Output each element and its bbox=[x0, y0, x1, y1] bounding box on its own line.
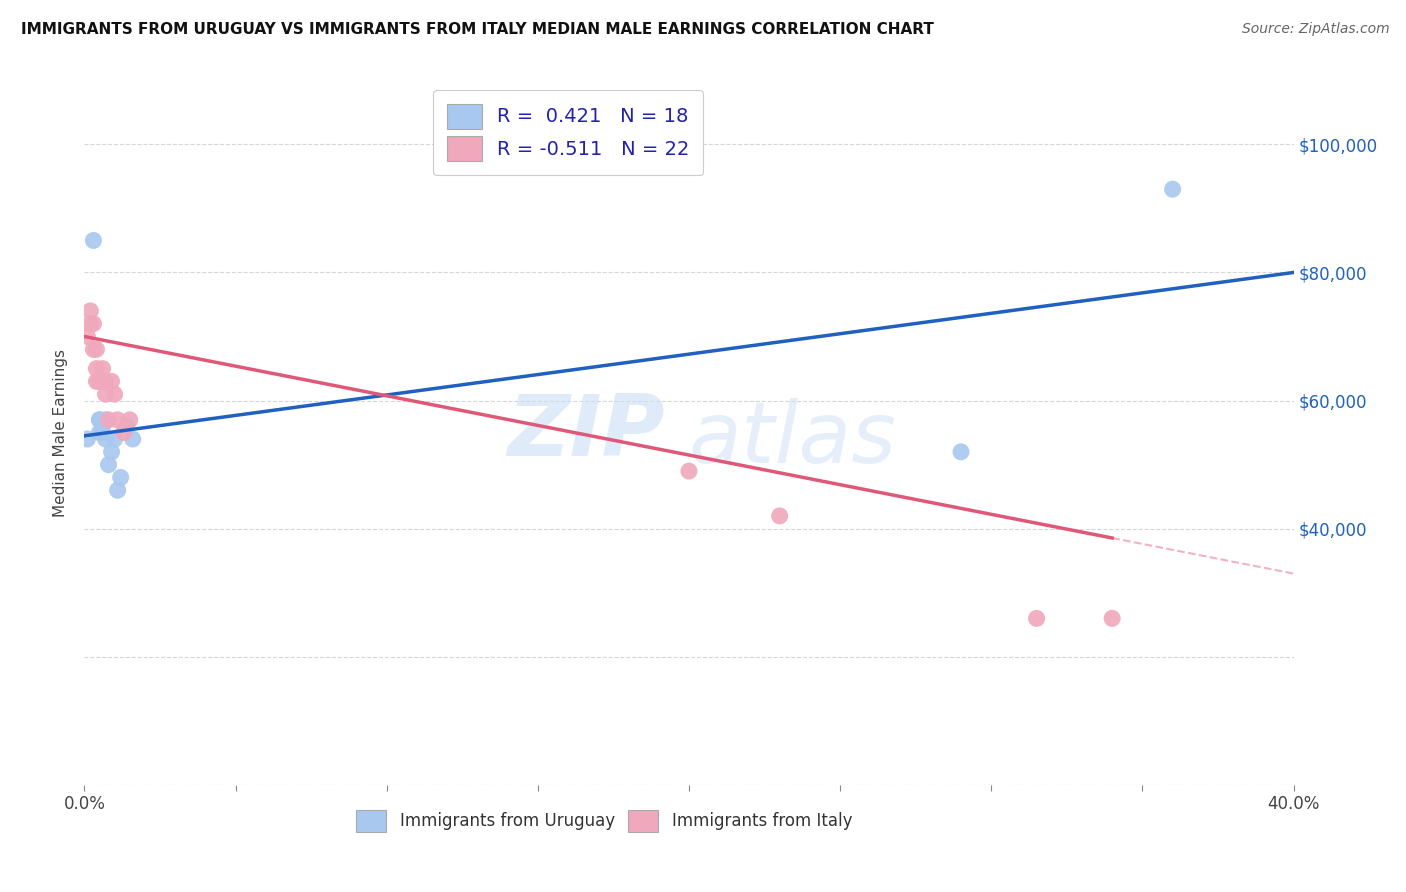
Point bbox=[86, 361, 108, 376]
Point bbox=[94, 375, 117, 389]
Point bbox=[107, 483, 129, 498]
Point bbox=[1161, 182, 1184, 196]
Point bbox=[86, 343, 108, 357]
Point bbox=[678, 464, 700, 478]
Point bbox=[91, 419, 114, 434]
Point bbox=[89, 375, 111, 389]
Point bbox=[121, 432, 143, 446]
Point bbox=[94, 387, 117, 401]
Point bbox=[82, 234, 104, 248]
Point bbox=[769, 508, 792, 523]
Point bbox=[97, 458, 120, 472]
Point bbox=[91, 425, 114, 440]
Point bbox=[91, 361, 114, 376]
Text: atlas: atlas bbox=[689, 398, 897, 481]
Point bbox=[112, 425, 135, 440]
Point bbox=[79, 304, 101, 318]
Point bbox=[100, 445, 122, 459]
Point bbox=[89, 413, 111, 427]
Point bbox=[1025, 611, 1047, 625]
Point bbox=[89, 425, 111, 440]
Point bbox=[76, 432, 98, 446]
Point bbox=[89, 413, 111, 427]
Point bbox=[94, 432, 117, 446]
Point bbox=[104, 387, 127, 401]
Point bbox=[950, 445, 973, 459]
Point bbox=[86, 375, 108, 389]
Point bbox=[107, 413, 129, 427]
Point bbox=[100, 375, 122, 389]
Point bbox=[118, 413, 141, 427]
Text: IMMIGRANTS FROM URUGUAY VS IMMIGRANTS FROM ITALY MEDIAN MALE EARNINGS CORRELATIO: IMMIGRANTS FROM URUGUAY VS IMMIGRANTS FR… bbox=[21, 22, 934, 37]
Point bbox=[79, 317, 101, 331]
Point bbox=[97, 413, 120, 427]
Point bbox=[104, 432, 127, 446]
Y-axis label: Median Male Earnings: Median Male Earnings bbox=[53, 349, 69, 516]
Point bbox=[76, 329, 98, 343]
Point bbox=[115, 419, 138, 434]
Text: ZIP: ZIP bbox=[508, 391, 665, 475]
Text: Source: ZipAtlas.com: Source: ZipAtlas.com bbox=[1241, 22, 1389, 37]
Point bbox=[82, 317, 104, 331]
Legend: Immigrants from Uruguay, Immigrants from Italy: Immigrants from Uruguay, Immigrants from… bbox=[349, 802, 860, 840]
Point bbox=[94, 413, 117, 427]
Point bbox=[1101, 611, 1123, 625]
Point bbox=[110, 470, 132, 484]
Point bbox=[82, 343, 104, 357]
